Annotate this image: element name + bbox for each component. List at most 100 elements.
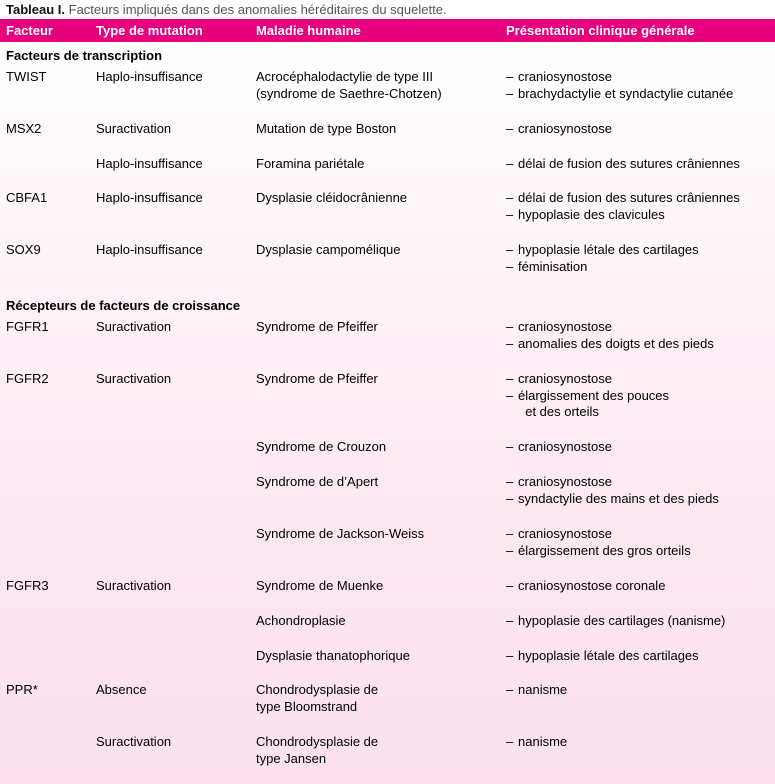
cell-facteur	[0, 611, 90, 632]
cell-maladie: Syndrome de Pfeiffer	[250, 369, 500, 424]
caption-label: Tableau I.	[6, 2, 65, 17]
cell-maladie: Syndrome de Crouzon	[250, 437, 500, 458]
table-row: FGFR3SuractivationSyndrome de Muenke cran…	[0, 576, 775, 597]
cell-presentation: craniosynostose	[500, 437, 775, 458]
cell-mutation: Suractivation	[90, 576, 250, 597]
cell-mutation: Haplo-insuffisance	[90, 188, 250, 226]
table-body: Facteurs de transcriptionTWISTHaplo-insu…	[0, 42, 775, 784]
cell-mutation: Suractivation	[90, 119, 250, 140]
cell-facteur	[0, 154, 90, 175]
presentation-item: brachydactylie et syndactylie cutanée	[506, 86, 769, 103]
cell-maladie: Dysplasie campomélique	[250, 240, 500, 278]
header-row: Facteur Type de mutation Maladie humaine…	[0, 19, 775, 42]
cell-maladie: Syndrome de Pfeiffer	[250, 317, 500, 355]
table-container: Tableau I. Facteurs impliqués dans des a…	[0, 0, 775, 784]
cell-maladie: Dysplasie thanatophorique	[250, 646, 500, 667]
spacer-row	[0, 140, 775, 154]
cell-presentation: hypoplasie des cartilages (nanisme)	[500, 611, 775, 632]
table-row: MSX2SuractivationMutation de type Boston…	[0, 119, 775, 140]
spacer-row	[0, 718, 775, 732]
table-row: FGFR1SuractivationSyndrome de Pfeiffercr…	[0, 317, 775, 355]
presentation-item: nanisme	[506, 682, 769, 699]
presentation-item: délai de fusion des sutures crâniennes	[506, 190, 769, 207]
cell-presentation: craniosynostosebrachydactylie et syndact…	[500, 67, 775, 105]
cell-presentation: craniosynostose	[500, 119, 775, 140]
spacer-row	[0, 226, 775, 240]
presentation-item: craniosynostose	[506, 319, 769, 336]
cell-mutation	[90, 437, 250, 458]
table-row: Syndrome de Jackson-Weisscraniosynostose…	[0, 524, 775, 562]
cell-facteur: TWIST	[0, 67, 90, 105]
cell-presentation: nanisme	[500, 732, 775, 770]
caption-text: Facteurs impliqués dans des anomalies hé…	[69, 2, 447, 17]
cell-mutation: Absence	[90, 680, 250, 718]
cell-maladie: Dysplasie cléidocrânienne	[250, 188, 500, 226]
cell-mutation: Haplo-insuffisance	[90, 67, 250, 105]
cell-presentation: nanisme	[500, 680, 775, 718]
cell-presentation: craniosynostoseanomalies des doigts et d…	[500, 317, 775, 355]
header-col-presentation: Présentation clinique générale	[500, 19, 775, 42]
cell-mutation	[90, 524, 250, 562]
cell-presentation: délai de fusion des sutures crâniennes	[500, 154, 775, 175]
presentation-item: élargissement des pouces	[506, 388, 769, 405]
presentation-item: craniosynostose coronale	[506, 578, 769, 595]
section-row: Récepteurs de facteurs de croissance	[0, 292, 775, 317]
table-row: Syndrome de d’Apertcraniosynostosesyndac…	[0, 472, 775, 510]
cell-presentation: craniosynostoseélargissement des gros or…	[500, 524, 775, 562]
cell-presentation: hypoplasie létale des cartilagesféminisa…	[500, 240, 775, 278]
spacer-row	[0, 278, 775, 292]
section-title: Facteurs de transcription	[0, 42, 775, 67]
presentation-item: syndactylie des mains et des pieds	[506, 491, 769, 508]
spacer-row	[0, 423, 775, 437]
presentation-item: délai de fusion des sutures crâniennes	[506, 156, 769, 173]
spacer-row	[0, 562, 775, 576]
cell-facteur: CBFA1	[0, 188, 90, 226]
presentation-item: anomalies des doigts et des pieds	[506, 336, 769, 353]
presentation-item: craniosynostose	[506, 69, 769, 86]
spacer-row	[0, 174, 775, 188]
presentation-item: craniosynostose	[506, 526, 769, 543]
cell-maladie: Mutation de type Boston	[250, 119, 500, 140]
cell-presentation: délai de fusion des sutures crânienneshy…	[500, 188, 775, 226]
cell-mutation: Haplo-insuffisance	[90, 240, 250, 278]
header-col-mutation: Type de mutation	[90, 19, 250, 42]
cell-facteur: FGFR1	[0, 317, 90, 355]
table-row: PPR*AbsenceChondrodysplasie detype Bloom…	[0, 680, 775, 718]
cell-facteur: FGFR3	[0, 576, 90, 597]
presentation-item: hypoplasie des cartilages (nanisme)	[506, 613, 769, 630]
spacer-row	[0, 355, 775, 369]
table-row: TWISTHaplo-insuffisanceAcrocéphalodactyl…	[0, 67, 775, 105]
spacer-row	[0, 510, 775, 524]
cell-mutation	[90, 472, 250, 510]
presentation-item: et des orteils	[506, 404, 769, 421]
cell-presentation: craniosynostose coronale	[500, 576, 775, 597]
presentation-item: nanisme	[506, 734, 769, 751]
table-caption: Tableau I. Facteurs impliqués dans des a…	[0, 0, 775, 19]
presentation-item: craniosynostose	[506, 439, 769, 456]
presentation-item: craniosynostose	[506, 371, 769, 388]
section-title: Récepteurs de facteurs de croissance	[0, 292, 775, 317]
cell-facteur	[0, 524, 90, 562]
cell-facteur: MSX2	[0, 119, 90, 140]
spacer-row	[0, 770, 775, 784]
table-row: Haplo-insuffisanceForamina pariétaledéla…	[0, 154, 775, 175]
table-row: Syndrome de Crouzon craniosynostose	[0, 437, 775, 458]
cell-facteur	[0, 646, 90, 667]
cell-maladie: Syndrome de Muenke	[250, 576, 500, 597]
table-row: SOX9Haplo-insuffisanceDysplasie campomél…	[0, 240, 775, 278]
table-row: SuractivationChondrodysplasie detype Jan…	[0, 732, 775, 770]
cell-maladie: Chondrodysplasie detype Bloomstrand	[250, 680, 500, 718]
presentation-item: hypoplasie des clavicules	[506, 207, 769, 224]
cell-maladie: Syndrome de d’Apert	[250, 472, 500, 510]
cell-mutation	[90, 611, 250, 632]
presentation-item: hypoplasie létale des cartilages	[506, 242, 769, 259]
cell-maladie: Acrocéphalodactylie de type III(syndrome…	[250, 67, 500, 105]
spacer-row	[0, 597, 775, 611]
cell-mutation: Haplo-insuffisance	[90, 154, 250, 175]
presentation-item: craniosynostose	[506, 121, 769, 138]
cell-presentation: hypoplasie létale des cartilages	[500, 646, 775, 667]
cell-facteur: FGFR2	[0, 369, 90, 424]
header-col-facteur: Facteur	[0, 19, 90, 42]
presentation-item: hypoplasie létale des cartilages	[506, 648, 769, 665]
cell-presentation: craniosynostosesyndactylie des mains et …	[500, 472, 775, 510]
